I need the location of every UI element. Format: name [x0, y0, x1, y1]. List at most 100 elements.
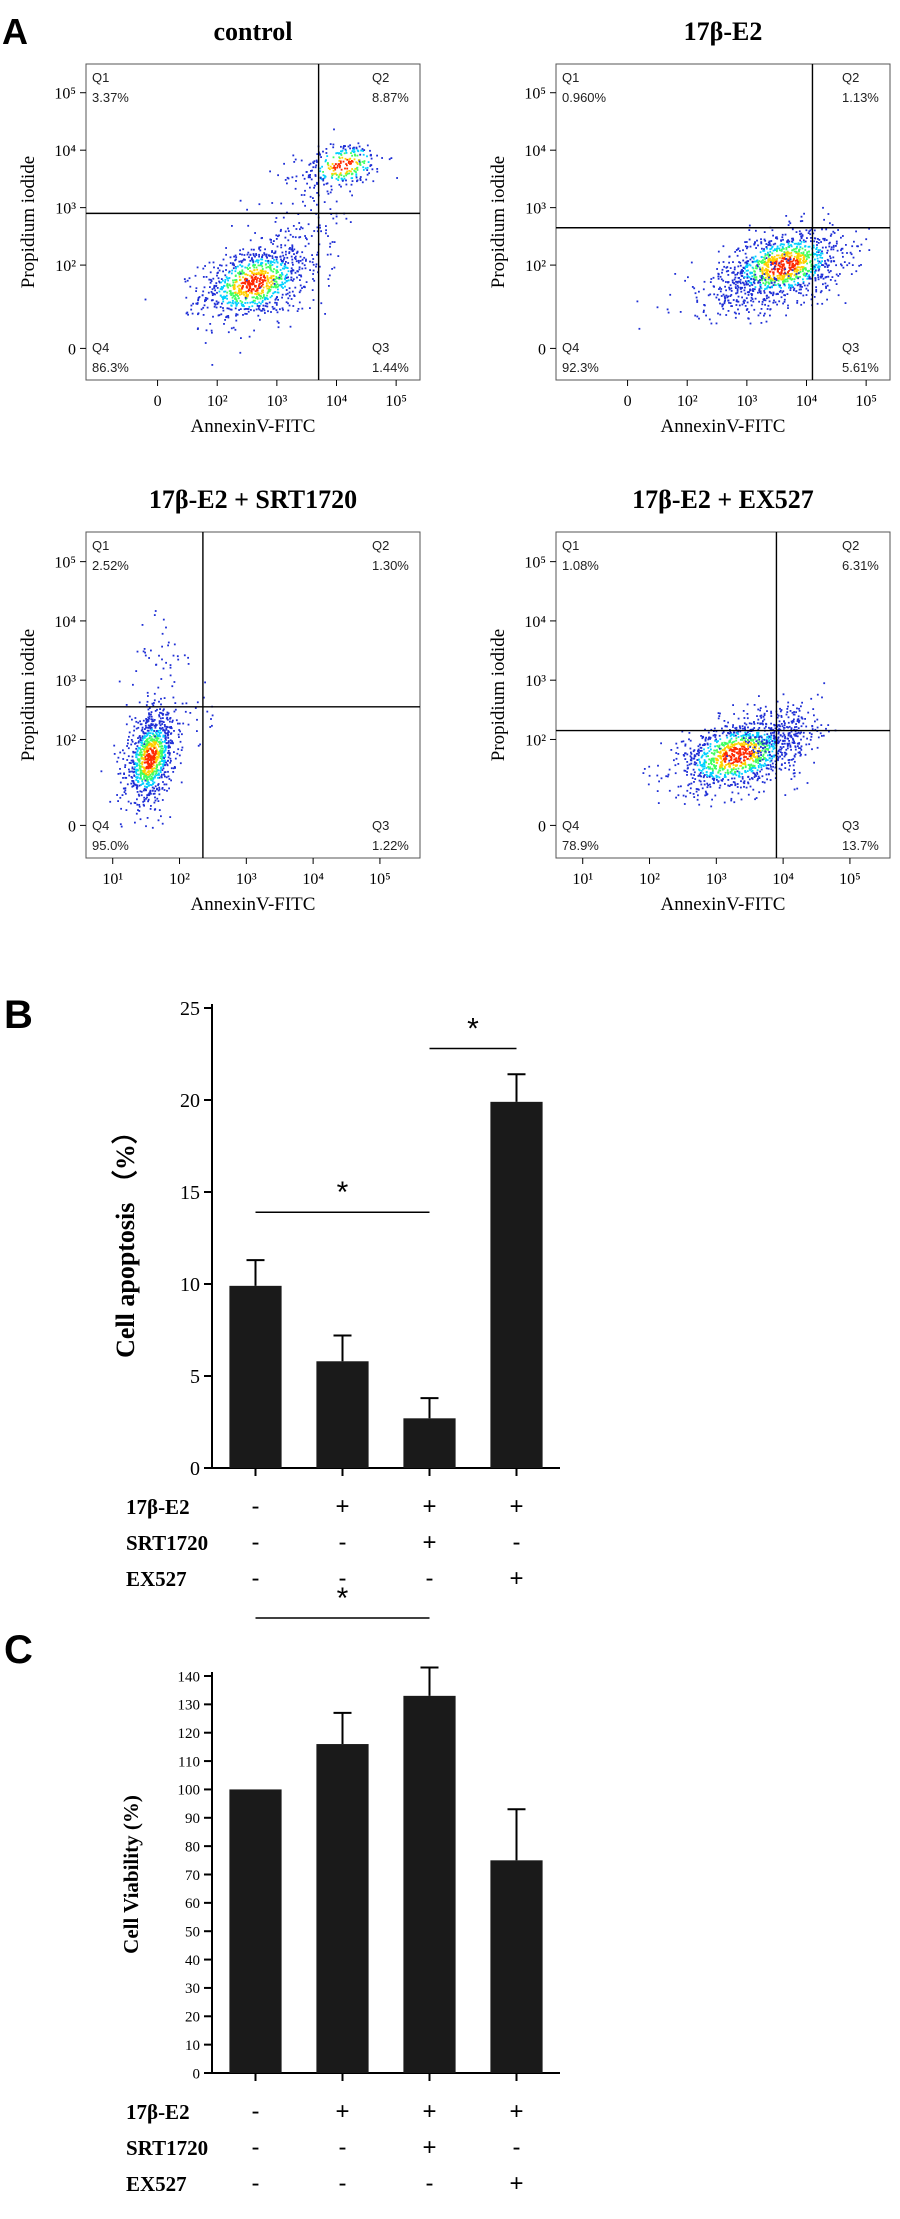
- scatter-point: [704, 739, 707, 742]
- scatter-point: [210, 291, 213, 293]
- scatter-point: [214, 293, 216, 296]
- scatter-point: [353, 148, 356, 151]
- scatter-point: [272, 275, 275, 277]
- scatter-point: [164, 732, 167, 735]
- scatter-point: [731, 281, 734, 284]
- scatter-point: [143, 743, 146, 745]
- scatter-point: [234, 266, 237, 268]
- scatter-point: [732, 299, 735, 301]
- scatter-point: [749, 757, 752, 760]
- scatter-point: [255, 273, 258, 276]
- scatter-point: [724, 297, 727, 300]
- scatter-point: [709, 772, 712, 774]
- scatter-point: [767, 251, 769, 254]
- scatter-point: [226, 297, 228, 300]
- scatter-point: [128, 715, 131, 718]
- scatter-point: [753, 746, 756, 749]
- scatter-point: [147, 766, 149, 769]
- scatter-point: [749, 322, 752, 325]
- scatter-point: [234, 275, 237, 277]
- scatter-point: [764, 239, 767, 242]
- scatter-point: [353, 153, 356, 156]
- scatter-point: [835, 273, 838, 276]
- scatter-point: [149, 778, 152, 781]
- scatter-point: [273, 252, 275, 255]
- scatter-point: [762, 744, 765, 747]
- scatter-point: [707, 784, 709, 787]
- scatter-point: [794, 260, 797, 262]
- scatter-point: [733, 735, 735, 737]
- scatter-point: [141, 726, 144, 729]
- scatter-point: [724, 757, 727, 759]
- scatter-point: [304, 189, 306, 192]
- scatter-point: [789, 260, 792, 263]
- scatter-point: [154, 740, 157, 743]
- scatter-point: [220, 278, 223, 280]
- scatter-point: [726, 296, 729, 299]
- scatter-point: [825, 276, 828, 278]
- scatter-point: [345, 217, 348, 220]
- scatter-point: [788, 261, 791, 263]
- scatter-point: [723, 302, 726, 305]
- scatter-point: [159, 760, 161, 763]
- scatter-point: [139, 751, 142, 754]
- scatter-point: [771, 258, 774, 261]
- scatter-point: [757, 759, 760, 762]
- scatter-point: [689, 747, 692, 750]
- scatter-point: [286, 182, 288, 185]
- scatter-point: [751, 750, 753, 752]
- scatter-point: [143, 800, 146, 802]
- scatter-point: [246, 208, 248, 211]
- scatter-point: [153, 692, 156, 695]
- scatter-point: [731, 772, 733, 775]
- scatter-point: [167, 733, 170, 736]
- scatter-point: [758, 757, 761, 759]
- scatter-point: [326, 163, 329, 165]
- scatter-point: [209, 286, 211, 288]
- scatter-point: [754, 276, 756, 279]
- scatter-point: [783, 294, 786, 296]
- scatter-point: [694, 755, 697, 757]
- scatter-point: [719, 747, 721, 750]
- scatter-point: [281, 273, 284, 276]
- scatter-point: [172, 742, 174, 745]
- scatter-point: [730, 799, 733, 802]
- scatter-point: [739, 744, 742, 747]
- scatter-point: [244, 281, 246, 284]
- scatter-point: [158, 776, 161, 779]
- scatter-point: [755, 775, 758, 777]
- scatter-point: [760, 260, 763, 263]
- scatter-point: [798, 263, 801, 265]
- scatter-point: [762, 753, 765, 756]
- scatter-point: [199, 743, 201, 746]
- scatter-point: [738, 774, 740, 777]
- scatter-point: [247, 308, 250, 310]
- scatter-point: [827, 213, 830, 215]
- scatter-point: [298, 274, 301, 276]
- scatter-point: [241, 272, 243, 275]
- scatter-point: [736, 786, 739, 788]
- scatter-point: [718, 734, 721, 737]
- scatter-point: [798, 260, 800, 263]
- scatter-point: [295, 228, 298, 230]
- scatter-point: [327, 164, 330, 167]
- scatter-point: [825, 246, 827, 249]
- scatter-point: [197, 313, 199, 316]
- scatter-point: [313, 200, 315, 202]
- quadrant-label-q1: Q1: [92, 538, 109, 553]
- x-axis-title: AnnexinV-FITC: [191, 416, 316, 437]
- scatter-point: [128, 731, 131, 734]
- scatter-point: [146, 796, 148, 799]
- scatter-point: [138, 735, 141, 738]
- quadrant-label-q1: Q1: [92, 70, 109, 85]
- scatter-point: [795, 251, 798, 253]
- scatter-point: [332, 217, 335, 220]
- scatter-point: [734, 758, 737, 761]
- scatter-point: [204, 297, 207, 299]
- scatter-point: [799, 246, 802, 248]
- scatter-point: [784, 762, 786, 764]
- scatter-point: [717, 312, 719, 315]
- scatter-point: [340, 168, 343, 171]
- scatter-point: [800, 292, 802, 295]
- scatter-point: [766, 272, 769, 275]
